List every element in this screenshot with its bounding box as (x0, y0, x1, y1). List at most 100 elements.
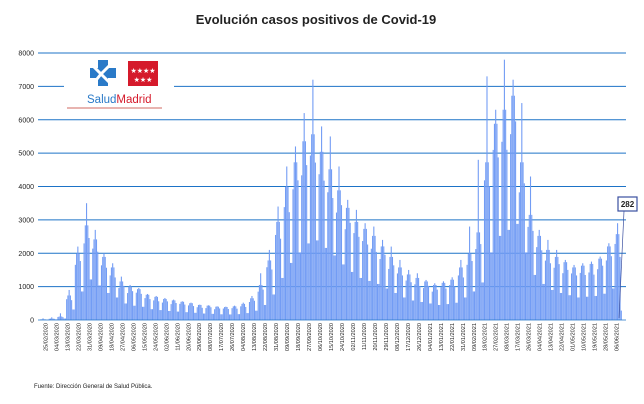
x-date-label: 22/01/2021 (450, 323, 456, 351)
bar (118, 288, 120, 320)
x-date-label: 27/09/2020 (307, 323, 313, 351)
bar (369, 280, 371, 320)
y-tick-label: 0 (30, 318, 34, 325)
bar (488, 186, 491, 320)
bar (308, 243, 310, 320)
bar (99, 285, 101, 320)
logo-text-salud: Salud (87, 94, 116, 106)
bar (71, 300, 73, 320)
bar (537, 235, 539, 320)
bar (396, 273, 398, 320)
x-date-label: 29/06/2020 (197, 323, 203, 351)
bar (133, 305, 135, 320)
bar (195, 312, 197, 320)
bar (52, 318, 54, 320)
bar (400, 267, 402, 320)
bar (160, 310, 162, 320)
bar (518, 192, 520, 320)
bar (205, 308, 207, 320)
bar (303, 113, 305, 320)
bar (377, 283, 379, 320)
bar (587, 296, 589, 320)
bar (158, 301, 160, 320)
bar (478, 232, 481, 320)
bar (604, 293, 606, 320)
madrid-flag-icon: ★★★★ ★★★ (128, 61, 158, 86)
bar (197, 304, 200, 320)
bar (477, 159, 479, 320)
x-date-label: 29/11/2020 (384, 323, 390, 351)
bar (617, 223, 619, 320)
bar (345, 207, 348, 320)
x-date-label: 02/11/2020 (351, 323, 357, 351)
bar (196, 307, 198, 320)
bar (148, 294, 150, 320)
bar (562, 273, 564, 320)
bar (189, 303, 191, 320)
bar (94, 229, 96, 320)
bar (64, 318, 66, 320)
bar (98, 285, 100, 320)
bar (410, 282, 412, 320)
bar (493, 123, 495, 320)
bar (547, 239, 549, 320)
bar (481, 282, 483, 320)
bar (281, 277, 283, 320)
bar (139, 289, 141, 320)
bar (226, 307, 228, 320)
bar (225, 306, 227, 320)
bar (615, 234, 617, 320)
x-date-label: 18/02/2021 (483, 323, 489, 351)
bar (61, 316, 63, 320)
bar (372, 235, 374, 320)
bar (582, 263, 584, 320)
x-date-label: 22/04/2021 (560, 323, 566, 351)
bar (292, 189, 294, 320)
bar (237, 314, 239, 320)
bar (385, 288, 387, 320)
bar (342, 264, 344, 320)
bar (324, 247, 326, 320)
bar (173, 299, 175, 320)
bar (235, 306, 237, 320)
x-date-label: 01/05/2021 (571, 323, 577, 351)
bar (451, 277, 453, 320)
bar (282, 277, 284, 320)
bar (298, 252, 300, 320)
bar (543, 283, 545, 320)
bar (589, 263, 591, 320)
bar (408, 269, 410, 320)
bar (575, 275, 578, 320)
bar (334, 255, 336, 320)
bar (605, 260, 607, 320)
bar (522, 162, 524, 320)
bar (607, 246, 609, 320)
bar (421, 301, 423, 320)
bar (184, 304, 186, 320)
bar (436, 289, 438, 320)
bar (609, 246, 611, 320)
bar (245, 306, 247, 320)
bar (314, 162, 316, 320)
logo-text-madrid: Madrid (116, 94, 151, 106)
y-axis-ticks: 0 1000 2000 3000 4000 5000 6000 7000 8000 (18, 51, 34, 325)
bar (191, 303, 193, 320)
svg-text:★★★★: ★★★★ (130, 67, 155, 75)
bar (312, 79, 314, 320)
bar (255, 310, 257, 320)
bar (129, 284, 131, 320)
bar (411, 300, 413, 320)
bar (574, 267, 576, 320)
bar (620, 310, 622, 320)
bar (77, 246, 79, 320)
x-date-label: 31/08/2020 (274, 323, 280, 351)
bar (610, 256, 612, 320)
bar (454, 286, 456, 320)
bar (335, 212, 338, 320)
bar (190, 302, 192, 320)
bar (265, 304, 267, 320)
bar (512, 79, 514, 320)
bar (449, 285, 451, 320)
bar (124, 303, 126, 320)
